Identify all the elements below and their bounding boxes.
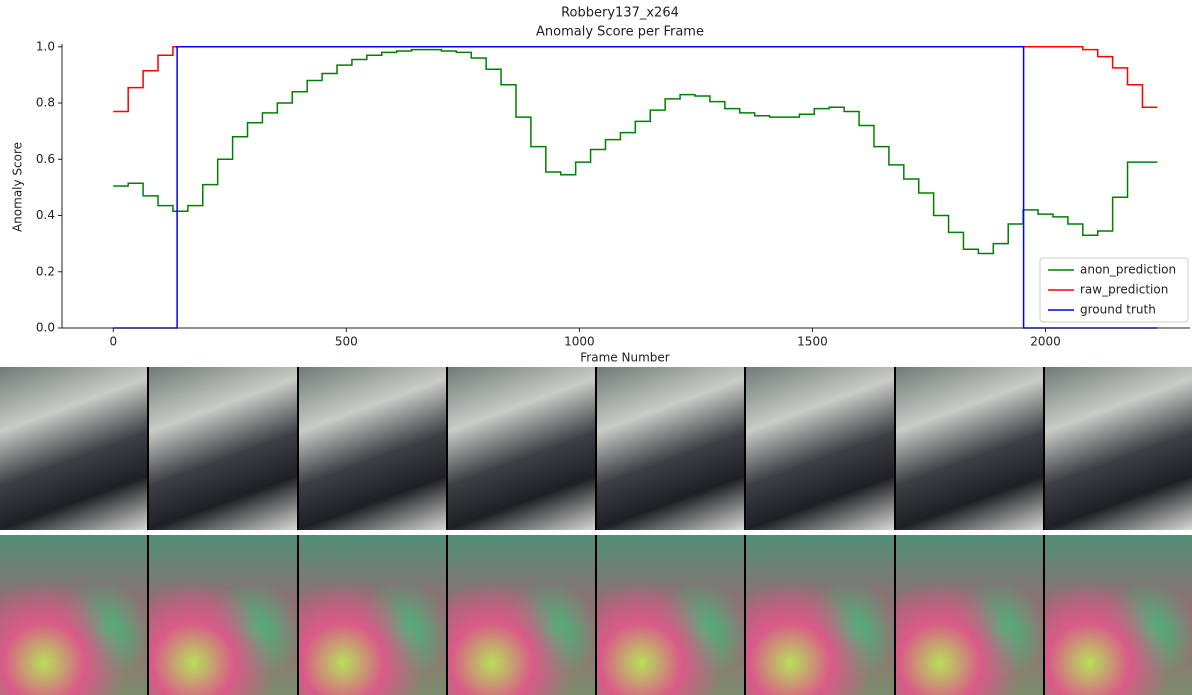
legend-label: ground truth [1080, 303, 1156, 317]
y-tick-label: 0.0 [36, 321, 55, 335]
anon-frame [895, 535, 1043, 695]
legend-label: anon_prediction [1080, 263, 1176, 277]
video-frame [746, 367, 894, 530]
y-tick-label: 0.6 [36, 152, 55, 166]
anonymized-frames [0, 535, 1192, 695]
series-line [113, 46, 1158, 113]
x-tick-label: 500 [335, 335, 358, 349]
video-frame [447, 367, 595, 530]
video-frame [597, 367, 745, 530]
chart: Robbery137_x264 Anomaly Score per Frame … [11, 6, 1190, 365]
axes-frame [61, 44, 1190, 329]
anon-frame [1044, 535, 1192, 695]
x-tick-label: 1500 [797, 335, 828, 349]
video-frame [149, 367, 297, 530]
video-frame [298, 367, 446, 530]
x-tick-label: 1000 [564, 335, 595, 349]
video-frames [0, 367, 1192, 530]
chart-subtitle: Anomaly Score per Frame [536, 25, 704, 40]
legend-label: raw_prediction [1080, 283, 1168, 297]
anon-frame [447, 535, 595, 695]
chart-title: Robbery137_x264 [561, 6, 679, 21]
y-axis-label: Anomaly Score [11, 142, 25, 232]
y-tick-label: 0.8 [36, 96, 55, 110]
y-tick-label: 0.2 [36, 264, 55, 278]
anon-frame [597, 535, 745, 695]
anon-frame [0, 535, 148, 695]
video-frame [1044, 367, 1192, 530]
y-tick-label: 0.4 [36, 208, 55, 222]
anon-frame [746, 535, 894, 695]
x-axis-label: Frame Number [580, 351, 669, 365]
video-frame [0, 367, 148, 530]
video-frame [895, 367, 1043, 530]
legend-box [1039, 257, 1189, 323]
y-tick-label: 1.0 [36, 39, 55, 53]
anon-frame [149, 535, 297, 695]
series-line [113, 48, 1158, 255]
anon-frame [298, 535, 446, 695]
x-tick-label: 2000 [1030, 335, 1061, 349]
x-tick-label: 0 [109, 335, 117, 349]
series-line [113, 46, 1158, 329]
